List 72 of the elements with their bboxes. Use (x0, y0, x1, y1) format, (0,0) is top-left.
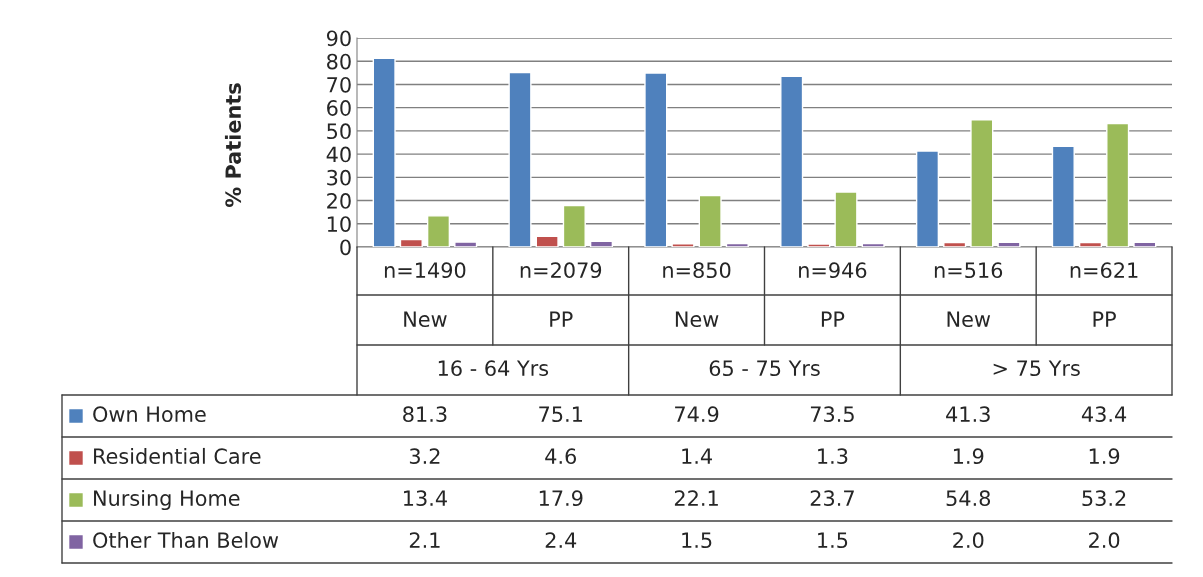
data-label: 23.7 (810, 490, 854, 507)
data-label: 4.6 (545, 448, 576, 465)
bar (780, 75, 804, 247)
data-label: 3.2 (409, 448, 440, 465)
y-tick-label: 40 (326, 146, 351, 163)
bar (671, 243, 695, 247)
data-label: 1.3 (818, 448, 848, 465)
y-tick-label: 50 (327, 123, 351, 140)
bar (970, 119, 994, 247)
data-label: 2.4 (545, 532, 577, 548)
category-label: n=946 PP (799, 262, 867, 327)
bar (562, 204, 586, 247)
bar (1106, 122, 1130, 247)
y-tick-label: 70 (327, 76, 351, 93)
data-label: 1.9 (1089, 448, 1120, 465)
bar (861, 242, 885, 247)
bar (372, 57, 396, 247)
bar (644, 72, 668, 247)
bar (426, 215, 451, 247)
data-label: 53.2 (1082, 490, 1126, 507)
bar (535, 235, 559, 247)
y-tick-label: 20 (327, 193, 351, 209)
legend-label: Nursing Home (94, 489, 240, 511)
data-label: 1.9 (953, 448, 984, 465)
data-label: 43.4 (1081, 406, 1127, 423)
bar (1051, 145, 1075, 247)
data-label: 74.9 (675, 406, 719, 423)
text: > 75 Yrs (993, 360, 1080, 377)
data-label: 17.9 (539, 490, 583, 507)
bar (508, 71, 532, 247)
data-label: 54.8 (946, 490, 991, 507)
bar (997, 241, 1021, 247)
category-label: n=516 New (934, 262, 1003, 328)
y-tick-label: 0 (340, 239, 351, 256)
data-label: 2.0 (953, 532, 984, 549)
bar (807, 243, 831, 247)
bar (834, 191, 858, 247)
data-label: 2.0 (1089, 532, 1120, 549)
data-label: 81.3 (403, 406, 447, 423)
bar (589, 240, 614, 247)
y-tick-label: 80 (327, 53, 351, 70)
bar (1133, 241, 1157, 247)
bar (1078, 241, 1103, 247)
legend-label: Residential Care (94, 447, 261, 465)
bar (698, 194, 722, 247)
data-label: 1.5 (818, 532, 848, 549)
bar (725, 242, 749, 247)
bar (943, 241, 967, 247)
y-tick-label: 90 (326, 30, 351, 47)
bar (915, 150, 940, 247)
legend-label: Own Home (93, 406, 206, 423)
data-label: 2.1 (409, 532, 440, 548)
bar (454, 241, 478, 247)
data-label: 1.5 (682, 532, 712, 549)
y-tick-label: 10 (327, 216, 351, 232)
data-label: 1.4 (682, 448, 712, 464)
category-label: n=2079 PP (520, 262, 602, 327)
bar (399, 238, 423, 247)
y-axis-title: % Patients (224, 83, 242, 207)
text: 65 - 75 Yrs (709, 360, 820, 377)
data-label: 41.3 (946, 406, 990, 423)
category-label: n=621 PP (1070, 262, 1138, 327)
legend-label: Other Than Below (93, 531, 279, 549)
text: 16 - 64 Yrs (438, 360, 549, 377)
y-tick-label: 60 (327, 100, 351, 116)
category-label: n=850 New (663, 262, 731, 328)
data-label: 75.1 (539, 406, 583, 423)
data-label: 73.5 (810, 406, 854, 423)
data-label: 22.1 (674, 490, 718, 506)
y-tick-label: 30 (327, 169, 351, 186)
data-label: 13.4 (404, 490, 447, 507)
category-label: n=1490 New (384, 262, 466, 328)
